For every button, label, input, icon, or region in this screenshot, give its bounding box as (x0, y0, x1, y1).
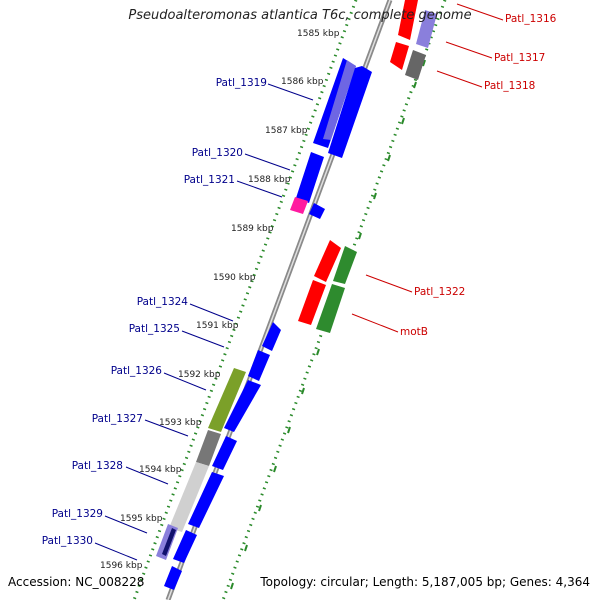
gene-patl-1328[interactable] (169, 462, 209, 532)
gene-label[interactable]: Patl_1327 (92, 413, 143, 425)
right-leaders (351, 3, 504, 333)
ruler-label: 1591 kbp (196, 321, 239, 331)
gene-patl-1321[interactable] (290, 197, 308, 214)
gene-patl-1320[interactable] (296, 152, 324, 203)
ruler-label: 1585 kbp (297, 29, 340, 39)
gene-patl-1329-inner (162, 528, 176, 556)
gene-patl-1318[interactable] (405, 50, 426, 80)
ruler-label: 1586 kbp (281, 77, 324, 87)
topology-text: Topology: circular; Length: 5,187,005 bp… (260, 575, 590, 589)
gene-motb-b[interactable] (316, 284, 345, 333)
gene-label[interactable]: Patl_1317 (494, 52, 545, 64)
gene-small-blue[interactable] (309, 203, 325, 219)
ruler-line-left (132, 0, 358, 600)
ruler-label: 1590 kbp (213, 273, 256, 283)
gene-patl-1319-highlight (323, 60, 356, 140)
gene-label[interactable]: Patl_1319 (216, 77, 267, 89)
gene-patl-1326[interactable] (208, 368, 246, 432)
left-leaders (94, 83, 314, 561)
gene-label[interactable]: Patl_1320 (192, 147, 243, 159)
gene-label[interactable]: Patl_1316 (505, 13, 557, 25)
ruler-label: 1592 kbp (178, 370, 221, 380)
page-title: Pseudoalteromonas atlantica T6c, complet… (128, 8, 472, 23)
gene-label[interactable]: Patl_1318 (484, 80, 535, 92)
gene-patl-1322-b[interactable] (298, 280, 326, 325)
gene-label[interactable]: Patl_1321 (184, 174, 235, 186)
gene-blue-1327b[interactable] (212, 436, 237, 470)
gene-label[interactable]: Patl_1328 (72, 460, 123, 472)
ruler-label: 1596 kbp (100, 561, 143, 571)
gene-label[interactable]: Patl_1326 (111, 365, 163, 377)
gene-patl-1316-purple[interactable] (416, 10, 437, 48)
ruler-label: 1587 kbp (265, 126, 308, 136)
gene-patl-1322[interactable] (314, 240, 341, 282)
accession-text: Accession: NC_008228 (8, 575, 145, 589)
left-gene-labels: Patl_1319 Patl_1320 Patl_1321 Patl_1324 … (42, 77, 267, 547)
gene-label[interactable]: Patl_1330 (42, 535, 93, 547)
gene-blue-1329b[interactable] (173, 530, 197, 563)
gene-patl-1317[interactable] (390, 42, 409, 70)
gene-patl-1316[interactable] (398, 0, 418, 40)
ruler-label: 1588 kbp (248, 175, 291, 185)
gene-patl-1325[interactable] (248, 350, 270, 381)
ruler-label: 1594 kbp (139, 465, 182, 475)
ruler-label: 1595 kbp (120, 514, 163, 524)
gene-label[interactable]: Patl_1322 (414, 286, 465, 298)
gene-patl-1324[interactable] (262, 322, 281, 351)
gene-label[interactable]: Patl_1329 (52, 508, 103, 520)
ruler-label: 1593 kbp (159, 418, 202, 428)
gene-blue-1328b[interactable] (188, 472, 224, 528)
ruler-labels: 1585 kbp 1586 kbp 1587 kbp 1588 kbp 1589… (100, 29, 340, 571)
ruler-label: 1589 kbp (231, 224, 274, 234)
right-gene-labels: Patl_1316 Patl_1317 Patl_1318 Patl_1322 … (400, 13, 557, 338)
gene-label[interactable]: Patl_1325 (129, 323, 180, 335)
gene-patl-1330[interactable] (164, 566, 182, 590)
gene-label[interactable]: Patl_1324 (137, 296, 189, 308)
gene-motb[interactable] (333, 246, 357, 284)
gene-upper-blue-arrow[interactable] (328, 66, 372, 158)
gene-label[interactable]: motB (400, 326, 428, 338)
gene-patl-1327[interactable] (196, 430, 221, 466)
gene-blue-1326b[interactable] (224, 380, 261, 432)
